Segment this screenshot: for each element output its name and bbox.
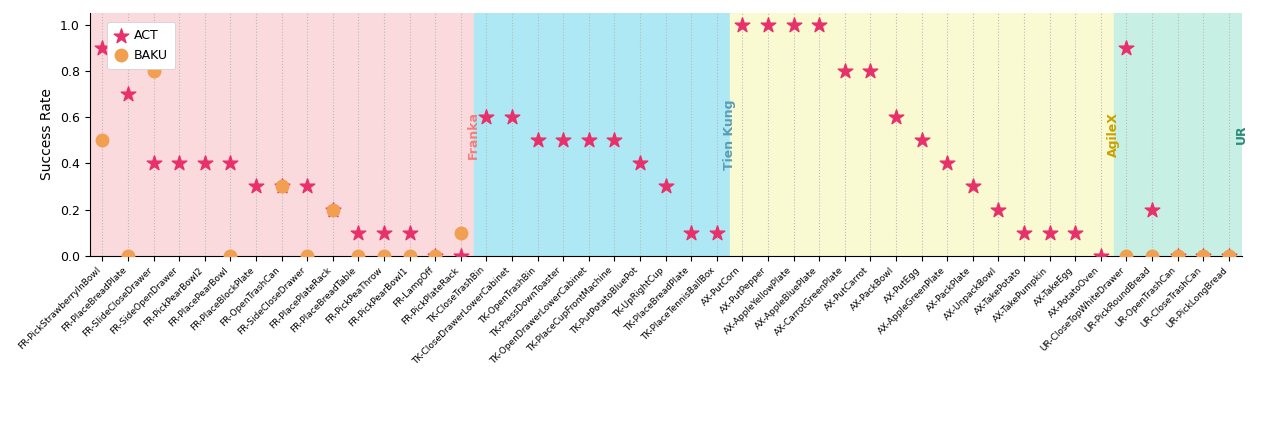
BAKU [271, 183, 292, 190]
ACT [1219, 252, 1239, 259]
BAKU [451, 229, 471, 236]
BAKU [1142, 252, 1162, 259]
ACT [425, 252, 445, 259]
ACT [246, 183, 266, 190]
BAKU [297, 252, 317, 259]
ACT [195, 160, 215, 167]
ACT [630, 160, 650, 167]
ACT [1167, 252, 1188, 259]
ACT [963, 183, 983, 190]
BAKU [220, 252, 241, 259]
ACT [681, 229, 701, 236]
ACT [323, 206, 343, 213]
ACT [220, 160, 241, 167]
ACT [451, 252, 471, 259]
BAKU [348, 252, 369, 259]
ACT [707, 229, 727, 236]
ACT [143, 160, 164, 167]
BAKU [1116, 252, 1137, 259]
ACT [1065, 229, 1085, 236]
Bar [1114, 13, 1242, 256]
BAKU [118, 252, 138, 259]
ACT [553, 137, 573, 144]
ACT [92, 45, 113, 52]
ACT [476, 114, 497, 121]
ACT [937, 160, 957, 167]
ACT [1193, 252, 1213, 259]
ACT [374, 229, 394, 236]
ACT [502, 114, 522, 121]
ACT [1091, 252, 1111, 259]
ACT [527, 137, 548, 144]
ACT [1039, 229, 1060, 236]
ACT [604, 137, 625, 144]
BAKU [323, 206, 343, 213]
ACT [297, 183, 317, 190]
ACT [1142, 206, 1162, 213]
ACT [886, 114, 906, 121]
ACT [1116, 45, 1137, 52]
ACT [169, 160, 189, 167]
ACT [732, 21, 753, 28]
BAKU [374, 252, 394, 259]
ACT [809, 21, 829, 28]
BAKU [92, 137, 113, 144]
BAKU [143, 67, 164, 75]
BAKU [399, 252, 420, 259]
ACT [783, 21, 804, 28]
Bar [90, 13, 474, 256]
BAKU [1193, 252, 1213, 259]
ACT [348, 229, 369, 236]
ACT [911, 137, 932, 144]
Legend: ACT, BAKU: ACT, BAKU [108, 22, 175, 69]
ACT [118, 90, 138, 97]
ACT [860, 67, 881, 75]
ACT [271, 183, 292, 190]
BAKU [1219, 252, 1239, 259]
ACT [655, 183, 676, 190]
Bar [474, 13, 730, 256]
Text: AgileX: AgileX [1107, 112, 1120, 157]
Text: Tien Kung: Tien Kung [723, 99, 736, 170]
ACT [988, 206, 1009, 213]
BAKU [1167, 252, 1188, 259]
ACT [835, 67, 855, 75]
ACT [1014, 229, 1034, 236]
ACT [758, 21, 778, 28]
ACT [579, 137, 599, 144]
ACT [399, 229, 420, 236]
Y-axis label: Success Rate: Success Rate [41, 89, 54, 180]
Bar [730, 13, 1114, 256]
Text: UR: UR [1235, 125, 1248, 144]
Text: Franka: Franka [467, 111, 480, 158]
BAKU [425, 252, 445, 259]
